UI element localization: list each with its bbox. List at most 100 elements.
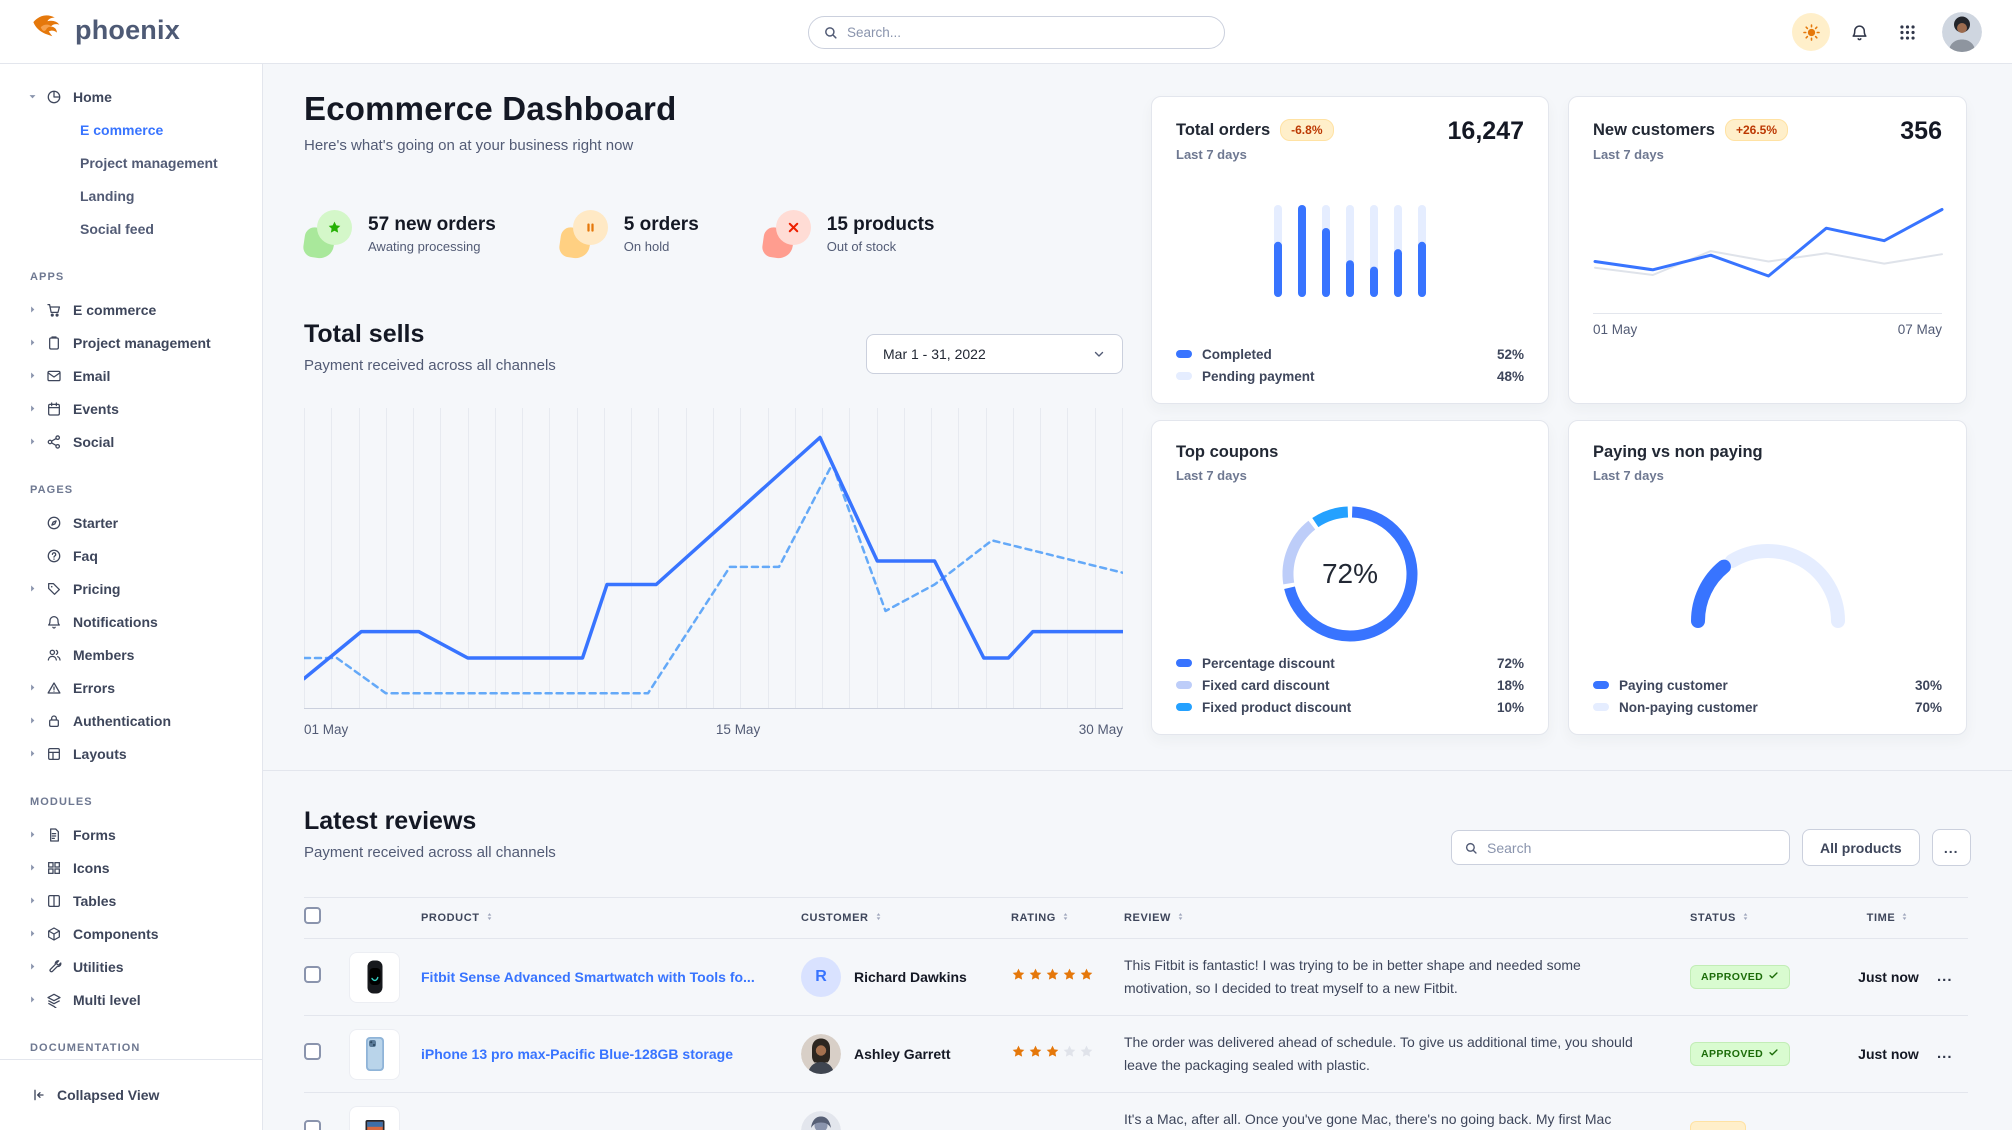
column-header-label: CUSTOMER	[801, 912, 869, 924]
legend-swatch	[1176, 372, 1192, 380]
sidebar-item-layouts[interactable]: Layouts	[0, 737, 262, 770]
paying-vs-non-paying-card: Paying vs non paying Last 7 days Paying …	[1568, 420, 1967, 735]
sidebar-item-notifications[interactable]: Notifications	[0, 605, 262, 638]
legend-value: 18%	[1496, 677, 1524, 693]
sidebar-item-components[interactable]: Components	[0, 917, 262, 950]
apps-grid-button[interactable]	[1888, 13, 1926, 51]
sidebar-item-icons[interactable]: Icons	[0, 851, 262, 884]
reviews-search[interactable]	[1451, 830, 1790, 865]
user-avatar[interactable]	[1942, 12, 1982, 52]
sidebar-subitem-label: Project management	[80, 154, 218, 171]
row-checkbox[interactable]	[304, 1043, 321, 1060]
sidebar-item-authentication[interactable]: Authentication	[0, 704, 262, 737]
sidebar-item-social[interactable]: Social	[0, 425, 262, 458]
column-header-review[interactable]: REVIEW	[1124, 911, 1690, 925]
sidebar-subitem-e-commerce[interactable]: E commerce	[0, 113, 262, 146]
card-title: Paying vs non paying	[1593, 443, 1763, 461]
stat-art	[302, 210, 352, 260]
warning-icon	[46, 680, 73, 696]
row-more-button[interactable]: ...	[1937, 1045, 1953, 1062]
star-icon	[1045, 967, 1060, 987]
sort-icon	[1060, 911, 1071, 925]
status-label: APPROVED	[1701, 971, 1764, 983]
sidebar-subitem-label: Landing	[80, 187, 135, 204]
trend-badge: -6.8%	[1280, 119, 1334, 141]
caret-right-icon	[27, 748, 46, 759]
time-value: Just now	[1858, 969, 1919, 985]
sidebar-item-errors[interactable]: Errors	[0, 671, 262, 704]
product-link[interactable]: iPhone 13 pro max-Pacific Blue-128GB sto…	[421, 1046, 733, 1062]
sidebar-item-home[interactable]: Home	[0, 80, 262, 113]
sidebar-item-email[interactable]: Email	[0, 359, 262, 392]
theme-toggle-button[interactable]	[1792, 13, 1830, 51]
header-search[interactable]	[808, 16, 1225, 49]
legend-swatch	[1176, 681, 1192, 689]
sidebar: Home E commerce Project management Landing S…	[0, 64, 263, 1130]
rating-stars	[1011, 967, 1124, 987]
logo[interactable]: phoenix	[30, 12, 180, 48]
header-search-input[interactable]	[847, 25, 1210, 40]
sidebar-item-multi-level[interactable]: Multi level	[0, 983, 262, 1016]
sidebar-item-project-management[interactable]: Project management	[0, 326, 262, 359]
sidebar-item-e-commerce[interactable]: E commerce	[0, 293, 262, 326]
star-icon	[1079, 967, 1094, 987]
sidebar-item-faq[interactable]: Faq	[0, 539, 262, 572]
sidebar-item-events[interactable]: Events	[0, 392, 262, 425]
orders-legend: Completed 52% Pending payment 48%	[1176, 343, 1524, 387]
sidebar-item-forms[interactable]: Forms	[0, 818, 262, 851]
collapse-view-label: Collapsed View	[57, 1087, 160, 1103]
star-icon	[1028, 967, 1043, 987]
page-subtitle: Here's what's going on at your business …	[304, 137, 634, 154]
product-link[interactable]: Fitbit Sense Advanced Smartwatch with To…	[421, 969, 755, 985]
column-header-product[interactable]: PRODUCT	[349, 911, 801, 925]
column-header-rating[interactable]: RATING	[1011, 911, 1124, 925]
collapse-view-button[interactable]: Collapsed View	[0, 1059, 262, 1130]
column-header-customer[interactable]: CUSTOMER	[801, 911, 1011, 925]
x-icon	[775, 210, 811, 245]
sun-icon	[1802, 23, 1820, 41]
stat-value: 5 orders	[623, 214, 699, 235]
sidebar-subitem-social-feed[interactable]: Social feed	[0, 212, 262, 245]
sidebar-item-starter[interactable]: Starter	[0, 506, 262, 539]
select-all-checkbox[interactable]	[304, 907, 321, 924]
legend-row: Completed 52%	[1176, 343, 1524, 365]
customer-avatar	[801, 1111, 841, 1130]
column-header-status[interactable]: STATUS	[1690, 911, 1840, 925]
stat-caption: On hold	[623, 239, 670, 254]
reviews-more-button[interactable]: ...	[1931, 829, 1971, 866]
check-icon	[1768, 1047, 1779, 1061]
sidebar-subitem-landing[interactable]: Landing	[0, 179, 262, 212]
columns-icon	[46, 893, 73, 909]
sidebar-item-utilities[interactable]: Utilities	[0, 950, 262, 983]
new-customers-value: 356	[1900, 117, 1942, 145]
sidebar-item-pricing[interactable]: Pricing	[0, 572, 262, 605]
date-range-select[interactable]: Mar 1 - 31, 2022	[866, 334, 1123, 374]
sidebar-item-label: Members	[73, 646, 135, 663]
sidebar-item-label: Icons	[73, 859, 110, 876]
collapse-icon	[34, 1089, 44, 1101]
sidebar-item-label: Project management	[73, 334, 211, 351]
notifications-button[interactable]	[1840, 13, 1878, 51]
sidebar-item-label: Events	[73, 400, 119, 417]
column-header-time[interactable]: TIME	[1840, 911, 1937, 925]
caret-right-icon	[27, 304, 46, 315]
sidebar-subitem-project-management[interactable]: Project management	[0, 146, 262, 179]
time-cell: Just now	[1840, 969, 1937, 985]
sidebar-item-members[interactable]: Members	[0, 638, 262, 671]
sidebar-item-tables[interactable]: Tables	[0, 884, 262, 917]
row-checkbox[interactable]	[304, 966, 321, 983]
all-products-button[interactable]: All products	[1802, 829, 1920, 866]
reviews-search-input[interactable]	[1487, 839, 1777, 856]
column-header-label: PRODUCT	[421, 912, 480, 924]
row-actions-cell: ...	[1937, 968, 1968, 986]
column-header-label: TIME	[1866, 912, 1896, 924]
coupons-donut-chart	[1275, 499, 1425, 654]
review-text-cell: It's a Mac, after all. Once you've gone …	[1124, 1108, 1690, 1130]
share-icon	[46, 434, 73, 450]
search-icon	[825, 27, 837, 39]
bell-icon	[46, 614, 73, 630]
review-text: It's a Mac, after all. Once you've gone …	[1124, 1110, 1612, 1127]
status-badge: APPROVED	[1690, 1042, 1791, 1066]
row-checkbox[interactable]	[304, 1120, 321, 1130]
row-more-button[interactable]: ...	[1937, 968, 1953, 985]
